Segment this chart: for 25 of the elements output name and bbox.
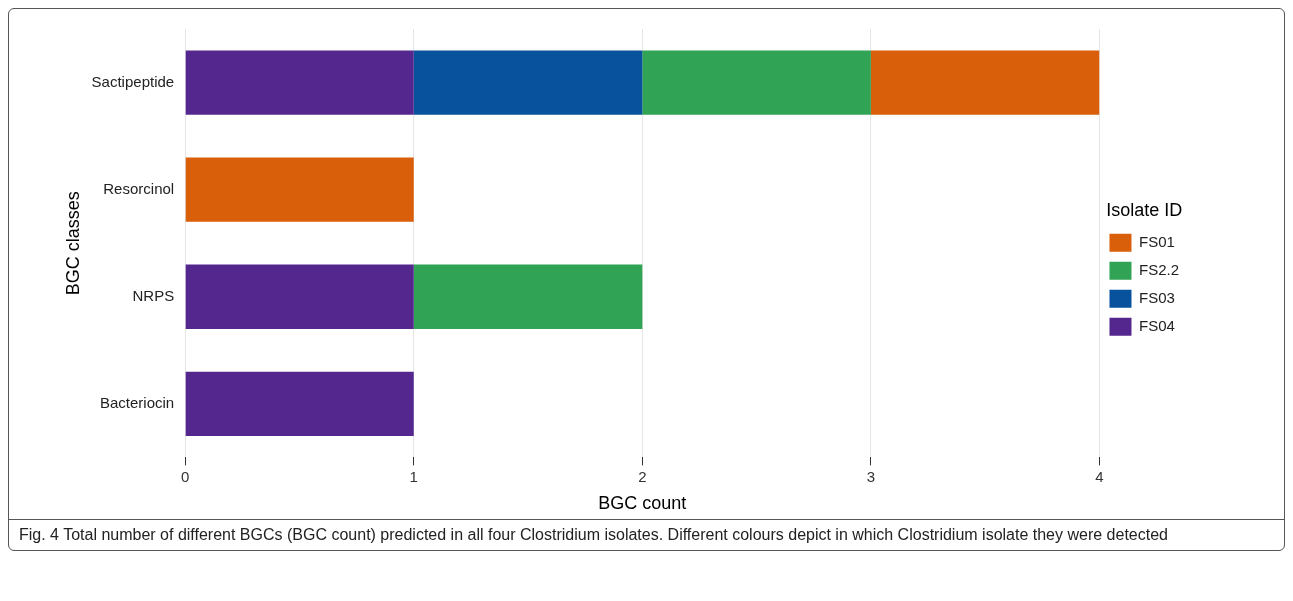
bar — [413, 264, 643, 329]
bar — [185, 264, 414, 329]
bar — [642, 50, 871, 115]
x-tick-label: 3 — [866, 467, 876, 485]
bar — [413, 50, 643, 115]
bar — [185, 371, 414, 436]
x-axis-title: BGC count — [598, 493, 687, 514]
legend-label: FS04 — [1138, 316, 1175, 334]
x-tick-label: 1 — [409, 467, 418, 485]
legend-label: FS01 — [1138, 232, 1175, 250]
bar — [185, 157, 414, 222]
legend-title: Isolate ID — [1106, 200, 1183, 221]
x-tick-label: 4 — [1095, 467, 1104, 485]
y-tick-label: NRPS — [132, 286, 175, 304]
y-tick-label: Sactipeptide — [91, 72, 175, 90]
caption: Fig. 4 Total number of different BGCs (BGC count) predicted in all four Clostridium isolates. Different colours depict in which Clostridium isolate they were detected — [9, 519, 1284, 550]
x-tick-label: 0 — [180, 467, 190, 485]
y-tick-label: Bacteriocin — [99, 393, 175, 411]
legend-label: FS2.2 — [1138, 260, 1180, 278]
bar — [185, 50, 414, 115]
y-axis-title: BGC classes — [62, 191, 83, 296]
bar — [870, 50, 1100, 115]
y-tick-label: Resorcinol — [103, 179, 175, 197]
x-tick-label: 2 — [638, 467, 647, 485]
legend-label: FS03 — [1138, 288, 1175, 306]
